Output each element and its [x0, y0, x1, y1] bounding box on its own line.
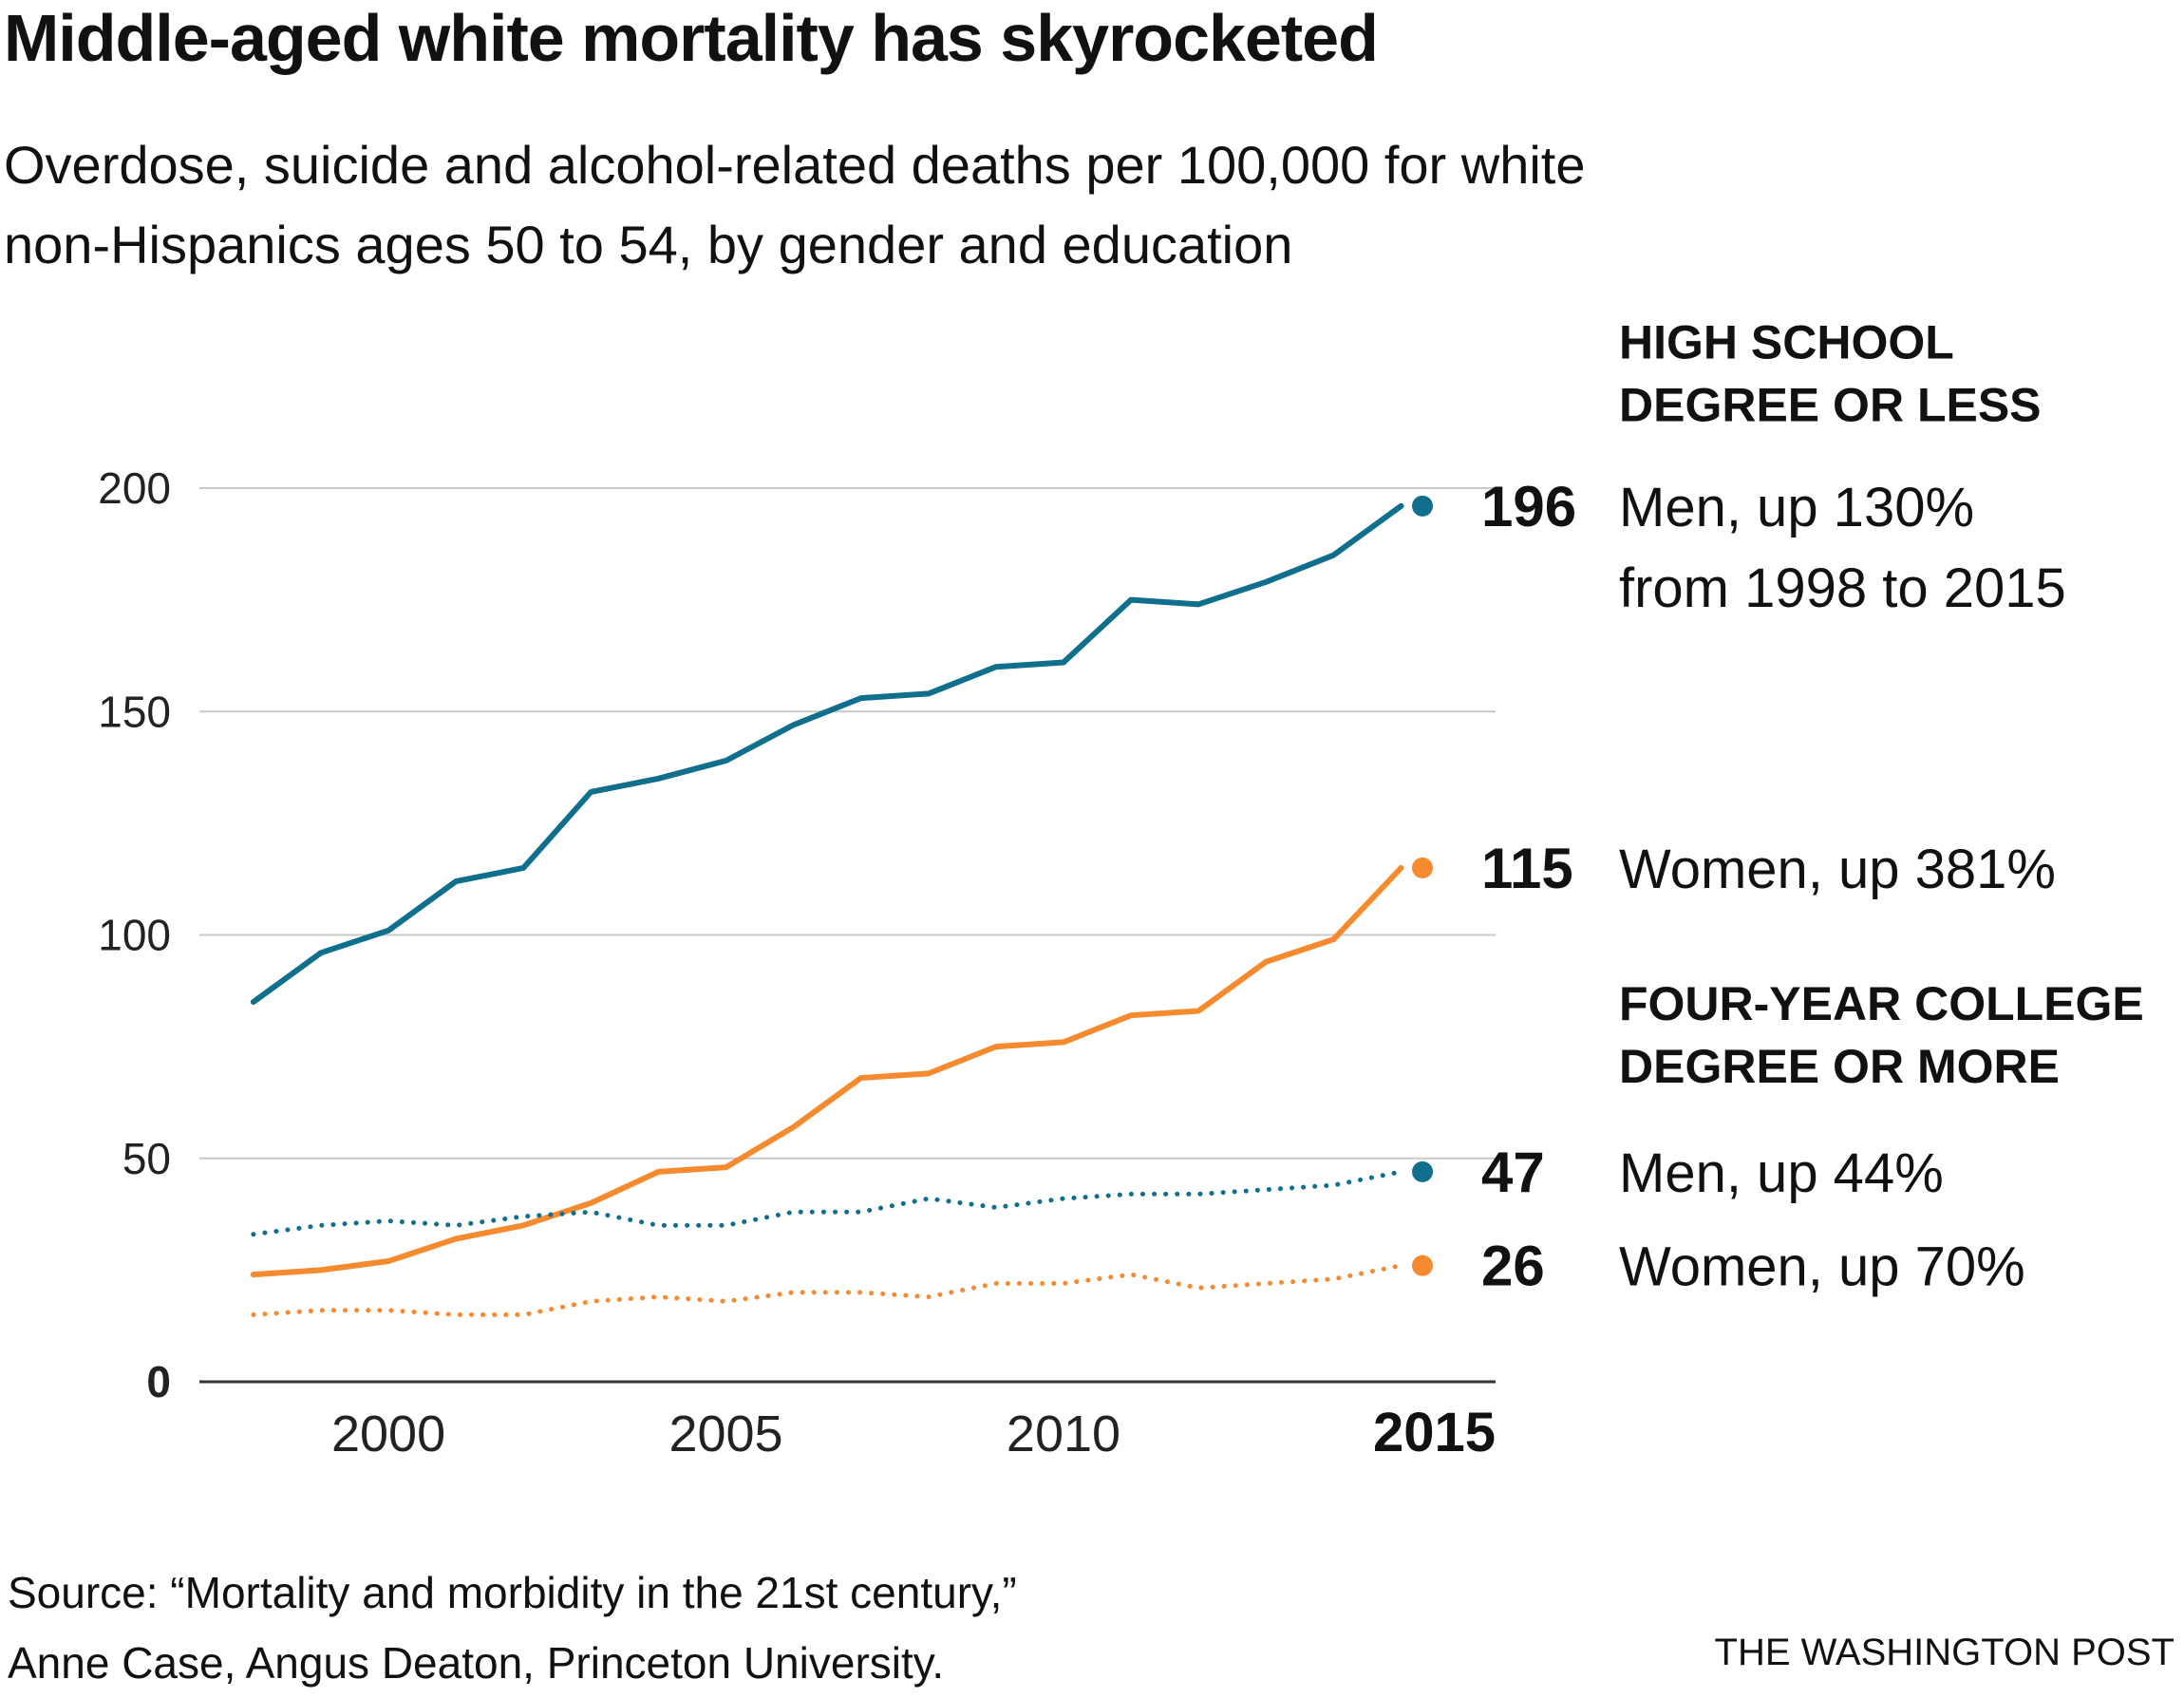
subtitle-line-2: non-Hispanics ages 50 to 54, by gender a… — [4, 215, 1293, 274]
source-line-1: Source: “Mortality and morbidity in the … — [8, 1568, 1017, 1617]
series-label-3: Men, up 44% — [1619, 1142, 1944, 1204]
series-line-3 — [251, 1169, 1403, 1237]
group-heading-2: FOUR-YEAR COLLEGE — [1619, 977, 2144, 1030]
publisher-credit: THE WASHINGTON POST — [1714, 1632, 2175, 1673]
series-line-2 — [250, 864, 1404, 1278]
y-tick-label: 50 — [122, 1134, 171, 1183]
chart-subtitle: Overdose, suicide and alcohol-related de… — [4, 125, 1998, 285]
chart-title: Middle-aged white mortality has skyrocke… — [4, 1, 1379, 75]
series-end-dot-1 — [1412, 495, 1433, 517]
y-tick-label: 0 — [146, 1357, 171, 1406]
gridlines — [199, 487, 1496, 1384]
series-end-dot-3 — [1412, 1160, 1433, 1182]
y-tick-label: 150 — [98, 687, 171, 736]
x-tick-label: 2000 — [331, 1406, 445, 1462]
source-line-2: Anne Case, Angus Deaton, Princeton Unive… — [8, 1638, 945, 1688]
x-axis-ticks: 2000 2005 2010 2015 — [331, 1402, 1496, 1463]
x-tick-label: 2015 — [1373, 1402, 1496, 1463]
y-axis-ticks: 0 50 100 150 200 — [98, 463, 171, 1406]
group-heading-1: HIGH SCHOOL — [1619, 316, 1954, 369]
series-end-labels: 196 Men, up 130% from 1998 to 2015 115 Women… — [1481, 316, 2144, 1298]
series-end-value-4: 26 — [1481, 1235, 1545, 1298]
x-tick-label: 2005 — [668, 1406, 782, 1462]
source-note: Source: “Mortality and morbidity in the … — [8, 1557, 1017, 1698]
series-label-1-line-2: from 1998 to 2015 — [1619, 557, 2066, 619]
series-end-value-3: 47 — [1481, 1141, 1545, 1204]
y-tick-label: 100 — [98, 911, 171, 960]
group-heading-2-line-2: DEGREE OR MORE — [1619, 1040, 2060, 1093]
x-tick-label: 2010 — [1007, 1406, 1120, 1462]
series-line-4 — [251, 1263, 1403, 1317]
series-label-2: Women, up 381% — [1619, 839, 2056, 900]
series-lines — [250, 495, 1433, 1317]
series-label-4: Women, up 70% — [1619, 1236, 2025, 1298]
series-end-dot-2 — [1412, 857, 1433, 878]
subtitle-line-1: Overdose, suicide and alcohol-related de… — [4, 135, 1586, 195]
series-end-dot-4 — [1412, 1255, 1433, 1276]
y-tick-label: 200 — [98, 463, 171, 513]
series-end-value-2: 115 — [1481, 837, 1573, 900]
group-heading-1-line-2: DEGREE OR LESS — [1619, 379, 2042, 432]
series-line-1 — [250, 502, 1404, 1006]
series-end-value-1: 196 — [1481, 475, 1576, 538]
series-label-1: Men, up 130% — [1619, 477, 1974, 538]
